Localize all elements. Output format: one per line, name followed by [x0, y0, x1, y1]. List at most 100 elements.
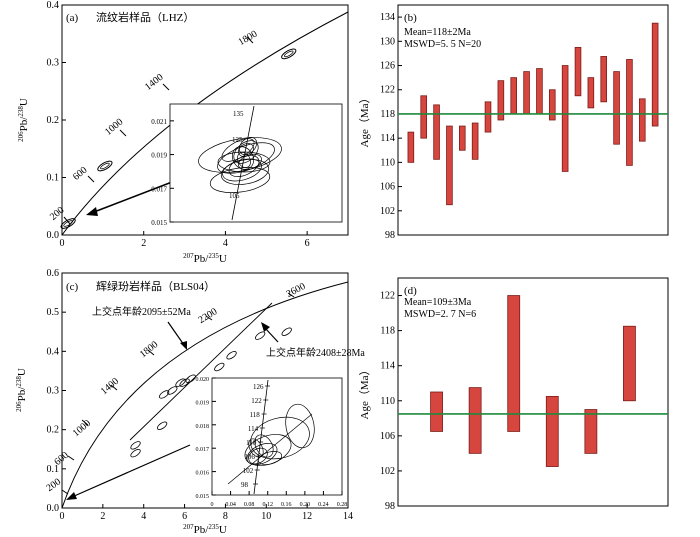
panel-b-age-bar	[420, 95, 428, 139]
panel-a-x-ticks: 0 2 4 6	[60, 231, 310, 249]
panel-a-x-element2: U	[219, 253, 227, 265]
panel-b-y-tick-label: 106	[380, 182, 395, 193]
panel-d-label: (d)	[404, 285, 417, 297]
panel-b-age-bar	[587, 77, 595, 109]
panel-c-pointer-arrow	[71, 444, 191, 498]
panel-b-y-tick-label: 118	[380, 109, 395, 120]
panel-b-age-bar	[626, 59, 633, 166]
panel-a-y-axis-label: 206Pb/238U	[17, 98, 30, 142]
panel-a-x-element1: Pb/	[194, 253, 210, 265]
panel-b-y-tick-label: 110	[380, 157, 395, 168]
panel-a-concordia-label-1800: 1800	[237, 29, 260, 49]
panel-a-x-axis-label: 207Pb/235U	[183, 252, 227, 265]
panel-a-inset-label-125: 125	[232, 136, 243, 144]
panel-a-y-tick-label: 0.2	[47, 115, 60, 126]
panel-c-inset-concordia-label: 126	[253, 383, 264, 391]
panel-a-ellipse	[281, 48, 297, 60]
panel-d-y-tick-label: 114	[380, 361, 395, 372]
panel-b-y-tick-label: 102	[380, 206, 395, 217]
panel-c-inset-ellipse	[254, 434, 274, 458]
panel-a-ellipse-inner	[63, 220, 73, 227]
panel-c-concordia-curve	[61, 281, 349, 509]
panel-b-mean: Mean=118±2Ma	[404, 27, 471, 38]
panel-c-concordia-tick	[147, 349, 155, 356]
panel-b-age-bar	[600, 56, 608, 103]
panel-c-concordia-marks	[61, 292, 295, 495]
panel-a-inset-ellipse	[217, 151, 271, 173]
panel-c-x-element1: Pb/	[194, 524, 210, 536]
panel-c-x-tick-label: 10	[261, 511, 271, 522]
panel-b-y-tick-label: 98	[385, 230, 395, 241]
panel-c-inset-x-tick-label: 0	[211, 502, 214, 508]
panel-c-inset-x-tick-label: 0.08	[244, 502, 255, 508]
panel-a-y-element2: U	[18, 98, 30, 106]
panel-d-age-bar	[430, 391, 443, 432]
panel-c-inset-y-ticks: 0.020 0.019 0.018 0.017 0.016 0.015	[196, 377, 216, 500]
panel-b-age-bar	[536, 68, 543, 115]
panel-b-age-bar	[548, 89, 556, 121]
panel-a-inset-y-tick-label: 0.021	[151, 118, 167, 126]
panel-c-ellipse	[130, 448, 141, 458]
panel-a-x-tick-label: 6	[305, 238, 310, 249]
panel-c-x-tick-label: 6	[182, 511, 187, 522]
panel-c-x-tick-label: 0	[60, 511, 65, 522]
panel-c-ellipse	[130, 441, 141, 450]
panel-c-concordia-tick	[67, 455, 75, 461]
panel-b-age-bar	[638, 98, 646, 142]
panel-c-concordia-label-1800: 1800	[138, 339, 161, 360]
panel-b-y-tick-label: 134	[380, 12, 395, 23]
panel-c-label: (c)	[66, 281, 79, 293]
panel-d: (d) Mean=109±3Ma MSWD=2. 7 N=6 Age（Ma） 9…	[358, 277, 669, 512]
panel-a-inset-ellipse	[231, 146, 255, 170]
panel-c-inset-frame	[211, 377, 343, 496]
panel-a-x-tick-label: 4	[223, 238, 228, 249]
panel-b-age-bar	[574, 46, 582, 97]
panel-b: (b) Mean=118±2Ma MSWD=5. 5 N=20 Age（Ma） …	[358, 4, 669, 241]
panel-a-inset-ellipse	[228, 155, 260, 177]
panel-c-inset-discordia	[227, 413, 313, 485]
panel-b-age-bar	[407, 131, 415, 163]
panel-b-y-tick-label: 126	[380, 61, 395, 72]
panel-a-y-element1: Pb/	[18, 116, 30, 132]
panel-c-ellipse	[156, 421, 168, 430]
panel-b-mswd: MSWD=5. 5 N=20	[404, 39, 481, 50]
panel-c-ellipse	[255, 331, 266, 340]
panel-c-annotation-upper-2095: 上交点年龄2095±52Ma	[92, 305, 191, 318]
panel-b-label: (b)	[404, 12, 417, 24]
panel-b-y-tick-label: 114	[380, 133, 395, 144]
panel-c-inset-x-ticks: 0 0.04 0.08 0.12 0.16 0.20 0.24 0.28	[211, 491, 347, 508]
panel-d-y-ticks: 98 102 106 110 114 118 122	[380, 291, 402, 512]
panel-a-y-mass2: 238	[17, 106, 25, 117]
panel-c-inset-concordia	[253, 379, 269, 495]
panel-d-age-bar	[468, 387, 482, 454]
panel-a-pointer-arrow	[93, 181, 173, 213]
panel-c-y-tick-label: 0.2	[47, 425, 60, 436]
panel-c-concordia-tick	[205, 315, 213, 321]
panel-c-inset-ellipse	[257, 451, 283, 465]
panel-c-inset-concordia-label: 110	[246, 439, 257, 447]
panel-d-y-tick-label: 122	[380, 291, 395, 302]
panel-a-inset-ellipse	[222, 158, 262, 182]
panel-a-inset-y-tick-label: 0.017	[151, 185, 167, 193]
panel-c-y-tick-label: 0.4	[47, 346, 60, 357]
panel-c-concordia-label-200: 200	[44, 476, 63, 494]
panel-c-discordia-line	[129, 302, 273, 441]
panel-a-concordia-tick	[119, 129, 127, 137]
panel-c-title: 辉绿玢岩样品（BLS04）	[96, 279, 215, 293]
panel-c-inset-concordia-label: 102	[243, 467, 254, 475]
panel-b-bars	[407, 22, 659, 206]
panel-c-annotation-arrow-1	[167, 321, 185, 346]
panel-b-y-tick-label: 130	[380, 36, 395, 47]
panel-b-y-axis-label: Age（Ma）	[358, 93, 371, 148]
panel-d-y-tick-label: 118	[380, 326, 395, 337]
panel-c-x-ticks: 0 2 4 6 8 10 12 14	[60, 504, 353, 522]
panel-c-inset-concordia-label: 122	[251, 397, 262, 405]
panel-c-x-tick-label: 14	[343, 511, 353, 522]
panel-a-inset-frame	[169, 103, 343, 223]
panel-b-age-bar	[458, 125, 466, 151]
panel-a-y-tick-label: 0.3	[47, 58, 60, 69]
panel-d-y-tick-label: 102	[380, 466, 395, 477]
panel-b-age-bar	[510, 77, 518, 115]
panel-c-ellipse	[179, 378, 190, 387]
panel-c-x-tick-label: 4	[141, 511, 146, 522]
